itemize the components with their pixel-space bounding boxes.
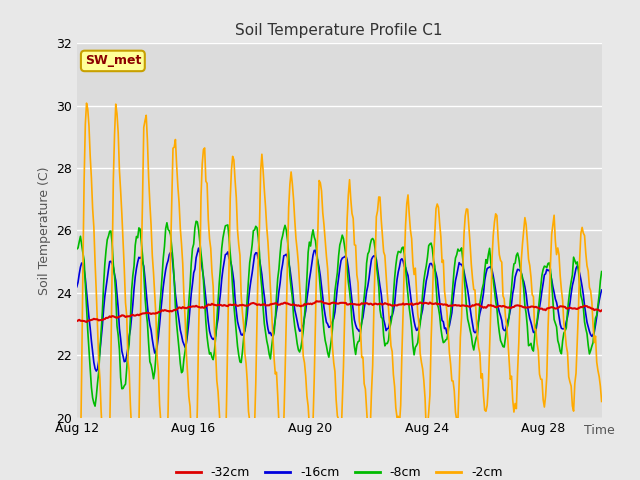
-16cm [115, 305, 122, 311]
-8cm [598, 269, 605, 275]
-8cm [92, 403, 99, 409]
-32cm [73, 318, 81, 324]
-2cm [116, 167, 124, 173]
-8cm [479, 281, 487, 287]
-16cm [380, 317, 387, 323]
Title: Soil Temperature Profile C1: Soil Temperature Profile C1 [236, 23, 443, 38]
-8cm [192, 218, 200, 224]
-8cm [556, 348, 564, 354]
-16cm [440, 319, 447, 324]
Line: -8cm: -8cm [77, 221, 602, 406]
-16cm [73, 284, 81, 289]
-32cm [380, 301, 387, 307]
-16cm [92, 368, 100, 374]
-32cm [556, 303, 564, 309]
-32cm [491, 304, 499, 310]
-16cm [598, 287, 605, 293]
-2cm [598, 398, 605, 404]
-16cm [195, 245, 202, 251]
-2cm [380, 249, 387, 255]
-16cm [556, 322, 564, 327]
-2cm [83, 100, 90, 106]
-32cm [598, 308, 605, 313]
-16cm [491, 280, 499, 286]
-2cm [440, 257, 447, 263]
-16cm [479, 290, 487, 296]
-2cm [491, 219, 499, 225]
-8cm [73, 246, 81, 252]
Line: -2cm: -2cm [77, 103, 602, 480]
-32cm [115, 314, 122, 320]
-8cm [115, 333, 122, 338]
Text: SW_met: SW_met [84, 54, 141, 67]
-8cm [380, 333, 387, 339]
Legend: -32cm, -16cm, -8cm, -2cm: -32cm, -16cm, -8cm, -2cm [171, 461, 508, 480]
-8cm [491, 287, 499, 293]
-2cm [479, 393, 487, 398]
-32cm [479, 305, 487, 311]
-32cm [83, 319, 90, 325]
-32cm [313, 298, 321, 304]
-32cm [440, 302, 447, 308]
Text: Time: Time [584, 424, 614, 437]
Y-axis label: Soil Temperature (C): Soil Temperature (C) [38, 166, 51, 295]
-8cm [440, 340, 447, 346]
-2cm [556, 273, 564, 279]
Line: -32cm: -32cm [77, 301, 602, 322]
Line: -16cm: -16cm [77, 248, 602, 371]
